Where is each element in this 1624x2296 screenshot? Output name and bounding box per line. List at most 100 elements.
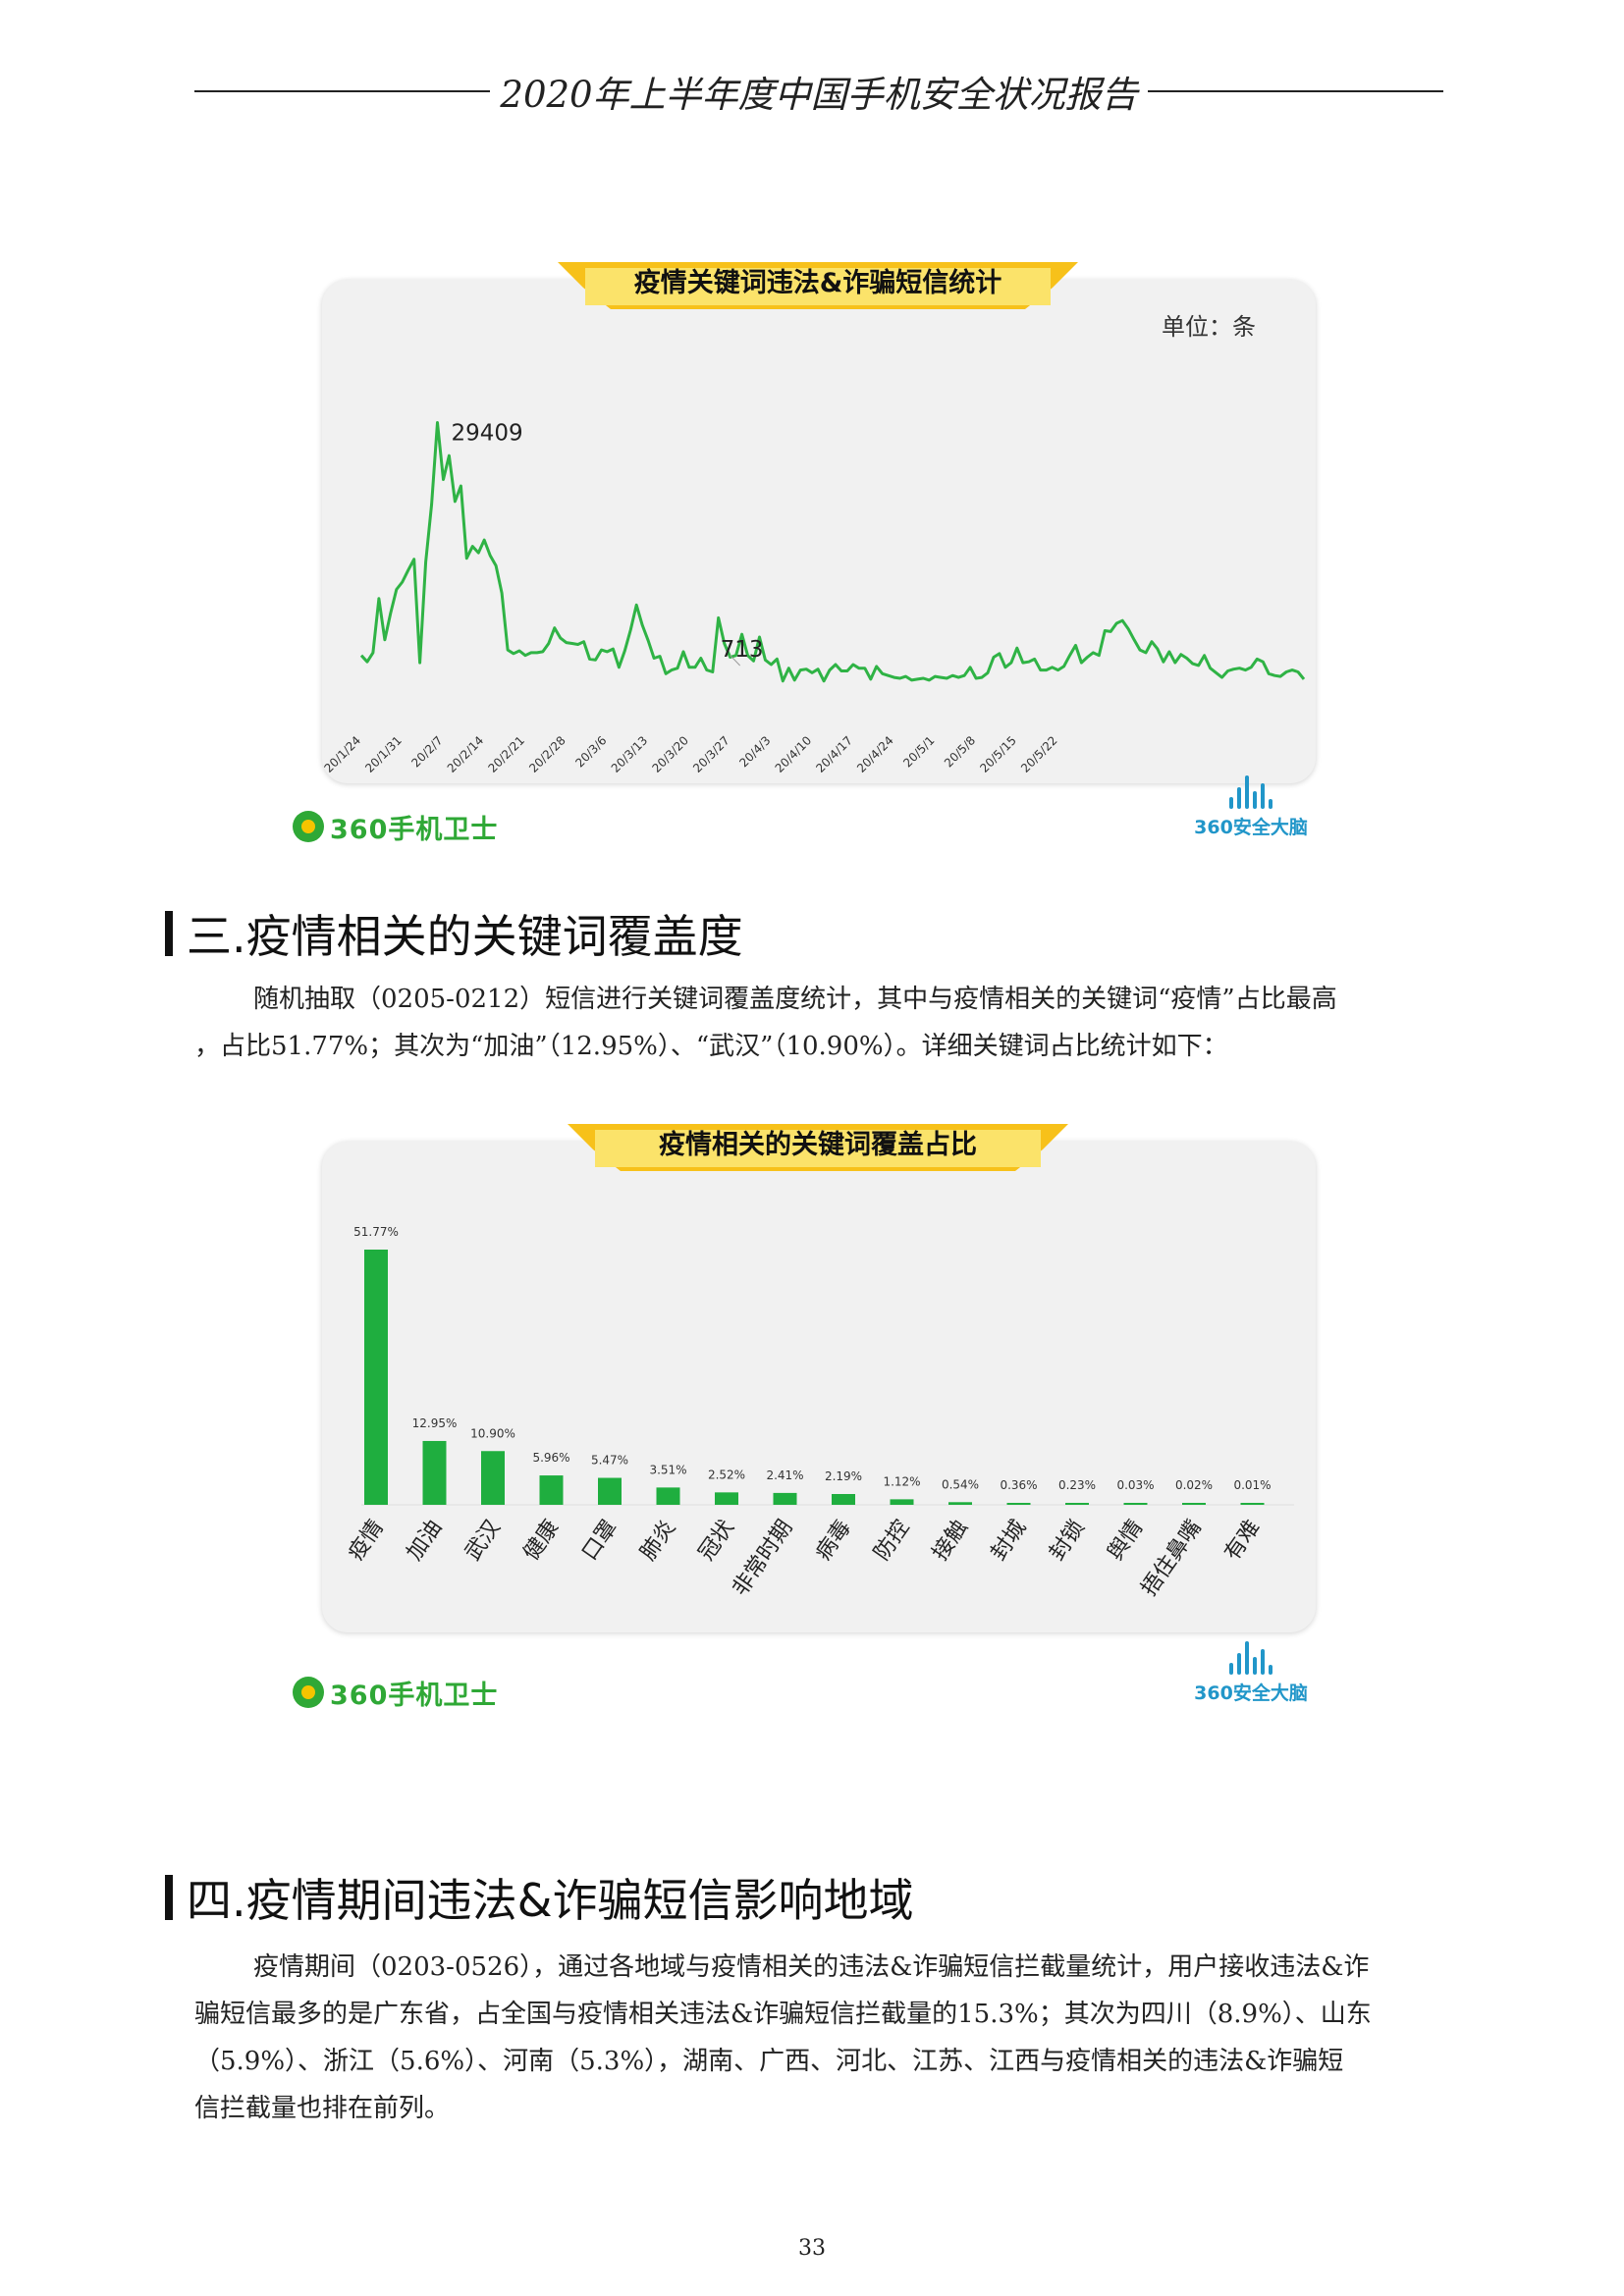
bar-value-label: 3.51% [649,1463,686,1476]
header-title: 2020年上半年度中国手机安全状况报告 [500,74,1138,116]
bar-value-label: 1.12% [883,1474,920,1488]
peak-annotation: 29409 [452,421,523,447]
brain-bars-icon [1192,1639,1310,1675]
bar [598,1477,622,1505]
bar [1240,1503,1265,1505]
heading-marker [165,911,173,956]
x-tick-label: 20/1/24 [322,733,363,775]
x-tick-label: 20/2/14 [445,733,487,775]
bar-value-label: 51.77% [353,1225,399,1239]
bar-value-label: 0.03% [1116,1478,1154,1492]
bar [1006,1503,1031,1505]
running-header: 2020年上半年度中国手机安全状况报告 [194,67,1444,116]
360-logo-icon [293,811,324,842]
bar-value-label: 0.01% [1233,1478,1271,1492]
category-label: 肺炎 [636,1516,681,1565]
360-mobile-guard-logo: 360手机卫士 [293,807,498,846]
x-tick-label: 20/2/21 [485,733,527,775]
category-label: 武汉 [460,1516,506,1565]
bar-value-label: 0.36% [1000,1478,1037,1492]
bar-chart-card: 疫情相关的关键词覆盖占比 51.77% 疫情 12.95% 加油 10.90% 武汉 5.9… [322,1124,1316,1632]
x-tick-label: 20/4/24 [854,733,896,775]
line-chart-card: 疫情关键词违法&诈骗短信统计 单位：条 20/1/24 20/1/31 20/2/7… [322,262,1316,783]
bar [948,1502,972,1505]
bar-value-label: 5.47% [591,1454,628,1468]
bar-value-label: 2.41% [766,1468,803,1482]
category-label: 捂住鼻嘴 [1137,1516,1207,1600]
category-label: 健康 [519,1516,565,1565]
bar [656,1487,680,1505]
x-tick-label: 20/5/1 [900,733,937,770]
header-rule-left [194,90,491,92]
bar [481,1451,505,1505]
category-label: 口罩 [577,1516,623,1565]
x-tick-label: 20/5/15 [977,733,1019,775]
section-title: 三.疫情相关的关键词覆盖度 [187,910,743,963]
bar-value-label: 10.90% [470,1426,515,1440]
paragraph-line: 信拦截量也排在前列。 [194,2094,451,2123]
bar [1123,1503,1148,1505]
category-label: 舆情 [1104,1516,1149,1565]
brain-bars-icon [1192,774,1310,809]
category-label: 防控 [870,1516,915,1565]
category-label: 冠状 [694,1516,739,1565]
paragraph-line: （5.9%）、浙江（5.6%）、河南（5.3%），湖南、广西、河北、江苏、江西与… [194,2047,1344,2076]
bar-chart-title: 疫情相关的关键词覆盖占比 [659,1130,977,1160]
bar [715,1492,738,1505]
brain-logo-text: 360安全大脑 [1194,817,1308,838]
paragraph-line: ，占比51.77%；其次为“加油”（12.95%）、“武汉”（10.90%）。详… [194,1032,1228,1061]
category-label: 有难 [1220,1516,1266,1565]
bar-value-label: 0.02% [1175,1478,1213,1492]
category-label: 封城 [987,1516,1032,1565]
bar [1182,1503,1206,1505]
bar [890,1499,914,1505]
section-heading-4: 四.疫情期间违法&诈骗短信影响地域 [165,1865,914,1930]
bar [832,1494,855,1505]
x-tick-label: 20/3/20 [649,733,691,775]
x-tick-label: 20/2/7 [408,733,445,770]
heading-marker [165,1875,173,1920]
x-tick-label: 20/4/17 [813,733,855,775]
bar [364,1250,388,1505]
x-tick-label: 20/2/28 [526,733,568,775]
logo-text: 360手机卫士 [330,814,499,845]
page-number: 33 [798,2236,826,2261]
360-security-brain-logo: 360安全大脑 [1192,1639,1310,1705]
x-tick-label: 20/3/13 [609,733,651,775]
section4-paragraph: 疫情期间（0203-0526），通过各地域与疫情相关的违法&诈骗短信拦截量统计，… [194,1944,1443,2132]
bar-value-label: 0.54% [942,1477,979,1491]
logo-text: 360手机卫士 [330,1680,499,1711]
category-label: 疫情 [344,1516,389,1565]
section-heading-3: 三.疫情相关的关键词覆盖度 [165,901,743,966]
low-annotation: 713 [721,637,764,663]
section3-paragraph: 随机抽取（0205-0212）短信进行关键词覆盖度统计，其中与疫情相关的关键词“… [194,976,1443,1070]
bar-chart-svg: 51.77% 疫情 12.95% 加油 10.90% 武汉 5.96% 健康 5.47% 口罩 3.… [344,1225,1294,1601]
360-mobile-guard-logo: 360手机卫士 [293,1673,498,1712]
bar [422,1440,447,1505]
line-chart-title: 疫情关键词违法&诈骗短信统计 [633,268,1002,298]
paragraph-line: 随机抽取（0205-0212）短信进行关键词覆盖度统计，其中与疫情相关的关键词“… [253,985,1337,1014]
x-tick-label: 20/4/3 [736,733,773,770]
bar-value-label: 12.95% [412,1416,458,1430]
banner-shape [568,1124,1068,1171]
series-line [359,421,1306,683]
section-title: 四.疫情期间违法&诈骗短信影响地域 [187,1874,914,1927]
paragraph-line: 骗短信最多的是广东省，占全国与疫情相关违法&诈骗短信拦截量的15.3%；其次为四… [194,2000,1372,2029]
annotation-leader [730,655,741,667]
bar [1065,1503,1089,1505]
x-tick-label: 20/3/27 [690,733,732,775]
unit-label: 单位：条 [1162,313,1256,341]
bar-value-label: 0.23% [1058,1478,1096,1492]
category-label: 封锁 [1045,1516,1090,1565]
360-logo-icon [293,1677,324,1708]
x-tick-label: 20/4/10 [773,733,815,775]
paragraph-line: 疫情期间（0203-0526），通过各地域与疫情相关的违法&诈骗短信拦截量统计，… [253,1952,1370,1982]
x-tick-label: 20/1/31 [362,733,405,775]
bar [539,1475,564,1505]
bar-value-label: 2.19% [825,1469,862,1483]
x-tick-label: 20/5/8 [942,733,978,770]
bar-value-label: 2.52% [708,1468,745,1481]
banner-shape [558,262,1078,309]
x-tick-label: 20/3/6 [572,733,609,770]
bar [773,1492,797,1505]
